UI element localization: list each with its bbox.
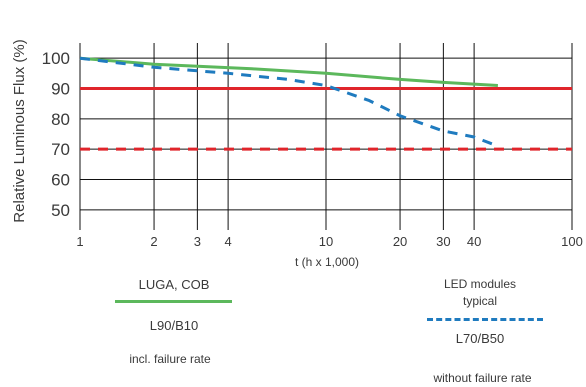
legend-left-note: incl. failure rate xyxy=(129,352,211,366)
y-tick-label: 70 xyxy=(51,140,70,159)
x-tick-label: 30 xyxy=(436,234,450,249)
x-tick-label: 40 xyxy=(467,234,481,249)
x-tick-label: 3 xyxy=(194,234,201,249)
y-tick-label: 80 xyxy=(51,110,70,129)
legend-left-metric: L90/B10 xyxy=(149,318,199,333)
y-tick-label: 90 xyxy=(51,80,70,99)
y-tick-label: 100 xyxy=(42,49,70,68)
legend-right-title-line1: LED modules xyxy=(443,277,517,291)
y-axis-label: Relative Luminous Flux (%) xyxy=(11,39,28,222)
legend-right-note: without failure rate xyxy=(433,371,532,385)
y-tick-labels: 50 60 70 80 90 100 xyxy=(42,49,70,220)
x-tick-label: 20 xyxy=(393,234,407,249)
x-tick-label: 100 xyxy=(561,234,583,249)
x-tick-label: 4 xyxy=(224,234,231,249)
series-lines xyxy=(79,56,499,148)
y-tick-label: 50 xyxy=(51,201,70,220)
series-line-1 xyxy=(79,56,498,87)
legend-right-swatch xyxy=(427,318,543,321)
legend-left-swatch xyxy=(115,300,232,303)
x-tick-label: 1 xyxy=(76,234,83,249)
legend-right-title-line2: typical xyxy=(462,294,497,308)
reference-lines xyxy=(80,87,572,151)
legend-left-title: LUGA, COB xyxy=(138,277,210,292)
vertical-gridlines xyxy=(79,43,573,230)
x-tick-label: 10 xyxy=(319,234,333,249)
series-line-2 xyxy=(79,56,499,148)
y-tick-label: 60 xyxy=(51,171,70,190)
x-tick-label: 2 xyxy=(150,234,157,249)
x-axis-label: t (h x 1,000) xyxy=(295,255,359,269)
legend-right-metric: L70/B50 xyxy=(455,331,505,346)
x-tick-labels: 1 2 3 4 10 20 30 40 100 xyxy=(76,234,582,249)
